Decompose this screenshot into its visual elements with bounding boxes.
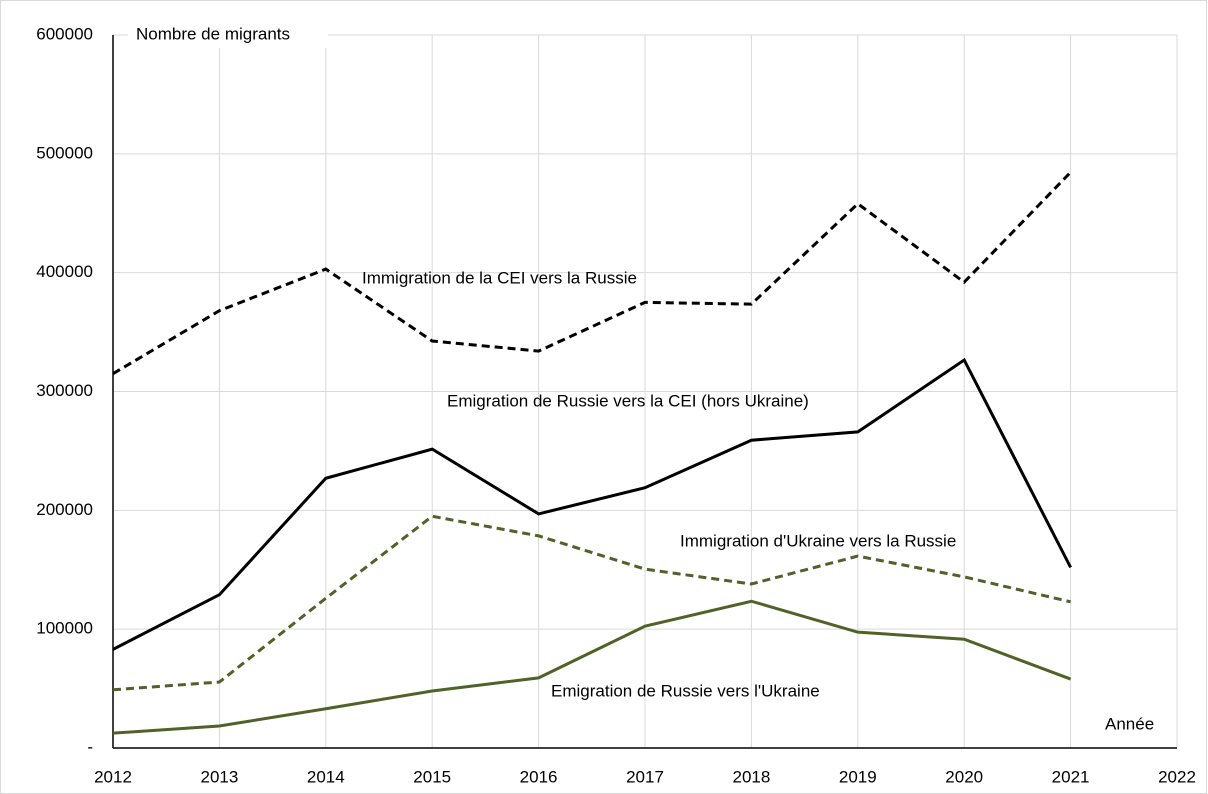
label-bg <box>128 22 328 48</box>
x-tick-label: 2017 <box>626 767 664 786</box>
series-label: Emigration de Russie vers la CEI (hors U… <box>447 391 809 410</box>
y-tick-label: 300000 <box>36 381 93 400</box>
x-tick-label: 2018 <box>732 767 770 786</box>
series-label: Immigration de la CEI vers la Russie <box>362 268 637 287</box>
series-line <box>112 599 1072 735</box>
x-tick-label: 2012 <box>94 767 132 786</box>
x-tick-label: 2020 <box>945 767 983 786</box>
series-line <box>112 514 1071 692</box>
y-tick-label: 100000 <box>36 619 93 638</box>
x-tick-label: 2013 <box>200 767 238 786</box>
y-tick-label: - <box>87 737 93 756</box>
series-label: Immigration d'Ukraine vers la Russie <box>680 531 956 550</box>
x-axis-title: Année <box>1105 714 1154 733</box>
y-tick-label: 500000 <box>36 143 93 162</box>
series-line <box>112 357 1072 651</box>
x-tick-label: 2014 <box>307 767 345 786</box>
x-tick-label: 2022 <box>1158 767 1196 786</box>
y-axis-title: Nombre de migrants <box>136 24 290 43</box>
series-label: Emigration de Russie vers l'Ukraine <box>551 681 820 700</box>
x-tick-label: 2015 <box>413 767 451 786</box>
y-tick-label: 200000 <box>36 500 93 519</box>
x-tick-label: 2019 <box>839 767 877 786</box>
y-tick-label: 400000 <box>36 262 93 281</box>
x-tick-label: 2021 <box>1052 767 1090 786</box>
y-tick-label: 600000 <box>36 24 93 43</box>
x-tick-label: 2016 <box>520 767 558 786</box>
